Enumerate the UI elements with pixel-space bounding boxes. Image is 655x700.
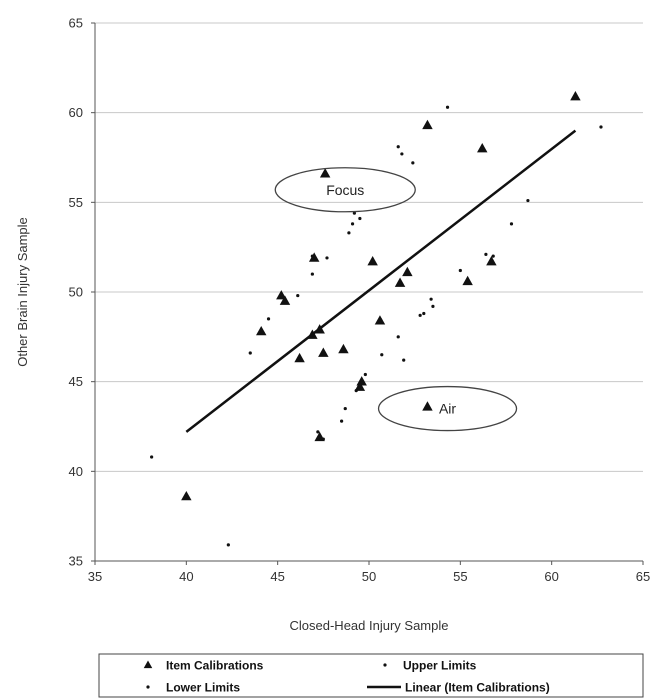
annotation-ellipse-air — [377, 385, 518, 432]
annotation-label-focus: Focus — [326, 182, 364, 198]
annotations-layer: Focus Air — [274, 167, 518, 432]
grid-layer — [95, 22, 643, 472]
points-layer — [150, 91, 603, 547]
item-calibrations-point-10 — [276, 290, 287, 300]
upper-limits-point-12 — [325, 256, 329, 260]
item-calibrations-point-8 — [394, 277, 406, 287]
upper-limits-point-14 — [491, 254, 495, 258]
item-calibrations-point-4 — [308, 252, 320, 262]
item-calibrations-point-6 — [402, 266, 413, 277]
x-tick-label-4: 55 — [453, 569, 467, 584]
item-calibrations-point-15 — [307, 329, 318, 339]
y-axis-title: Other Brain Injury Sample — [15, 217, 30, 367]
lower-limits-point-11 — [226, 543, 230, 547]
legend-label-lower-limits: Lower Limits — [166, 681, 240, 695]
x-tick-label-6: 65 — [636, 569, 650, 584]
annotation-label-air: Air — [439, 401, 456, 417]
item-calibrations-point-12 — [374, 315, 386, 325]
upper-limits-point-16 — [310, 272, 314, 276]
y-tick-label-6: 65 — [69, 16, 83, 31]
y-tick-label-3: 50 — [69, 285, 83, 300]
item-calibrations-point-19 — [356, 376, 367, 386]
item-calibrations-point-5 — [367, 256, 378, 266]
upper-limits-point-15 — [458, 268, 462, 273]
legend: Item Calibrations Upper Limits Lower Limit… — [98, 653, 644, 698]
legend-label-upper-limits: Upper Limits — [403, 659, 477, 673]
upper-limits-point-17 — [296, 293, 300, 298]
item-calibrations-point-23 — [181, 490, 192, 501]
upper-limits-point-13 — [484, 252, 488, 256]
x-tick-label-1: 40 — [179, 569, 193, 584]
x-tick-label-3: 50 — [362, 569, 376, 584]
x-tick-label-0: 35 — [88, 569, 102, 584]
item-calibrations-point-17 — [318, 347, 329, 357]
item-calibrations-point-13 — [256, 325, 267, 336]
upper-limits-point-2 — [396, 145, 400, 149]
legend-marker-lower-limits — [146, 685, 150, 689]
upper-limits-point-21 — [418, 313, 422, 317]
lower-limits-point-0 — [248, 351, 252, 355]
item-calibrations-point-14 — [314, 324, 325, 334]
upper-limits-point-6 — [352, 211, 356, 215]
lower-limits-point-7 — [340, 419, 344, 423]
upper-limits-point-9 — [347, 231, 351, 235]
item-calibrations-point-21 — [422, 401, 433, 411]
lower-limits-point-2 — [402, 358, 406, 362]
trendline — [185, 129, 577, 433]
y-tick-label-1: 40 — [69, 464, 83, 479]
y-tick-label-0: 35 — [69, 554, 83, 569]
legend-box — [98, 653, 644, 698]
upper-limits-point-11 — [310, 254, 314, 258]
lower-limits-point-5 — [354, 389, 358, 393]
item-calibrations-point-7 — [486, 256, 497, 266]
upper-limits-point-18 — [429, 297, 433, 301]
trendline-layer — [185, 129, 577, 433]
lower-limits-point-3 — [363, 372, 367, 377]
lower-limits-point-10 — [150, 455, 154, 459]
upper-limits-point-3 — [400, 152, 404, 156]
item-calibrations-point-9 — [462, 275, 473, 286]
upper-limits-point-19 — [431, 304, 435, 308]
item-calibrations-point-18 — [338, 343, 349, 354]
lower-limits-point-8 — [316, 430, 320, 434]
upper-limits-point-8 — [350, 222, 355, 226]
item-calibrations-point-16 — [294, 352, 305, 363]
x-tick-label-5: 60 — [544, 569, 558, 584]
lower-limits-point-1 — [380, 353, 384, 357]
x-axis-title: Closed-Head Injury Sample — [290, 618, 449, 633]
upper-limits-point-22 — [266, 317, 271, 321]
upper-limits-point-10 — [509, 222, 514, 226]
item-calibrations-point-1 — [422, 119, 433, 130]
legend-marker-upper-limits — [383, 663, 387, 667]
upper-limits-point-0 — [445, 105, 450, 109]
y-tick-label-2: 45 — [69, 374, 83, 389]
legend-label-linear-item-calibrations: Linear (Item Calibrations) — [405, 681, 550, 695]
x-tick-label-2: 45 — [270, 569, 284, 584]
upper-limits-point-7 — [358, 216, 362, 221]
lower-limits-point-4 — [358, 383, 362, 387]
item-calibrations-point-0 — [570, 91, 581, 101]
item-calibrations-point-11 — [279, 295, 291, 305]
lower-limits-point-9 — [321, 437, 325, 441]
upper-limits-point-20 — [422, 311, 426, 316]
tick-labels: 35 40 45 50 55 60 65 35 40 45 50 55 60 65 — [69, 16, 651, 585]
y-tick-label-4: 55 — [69, 195, 83, 210]
upper-limits-point-1 — [599, 125, 603, 129]
item-calibrations-point-2 — [477, 143, 488, 153]
y-tick-label-5: 60 — [69, 105, 83, 120]
lower-limits-point-6 — [343, 406, 347, 411]
upper-limits-point-23 — [396, 335, 400, 339]
legend-label-item-calibrations: Item Calibrations — [166, 659, 264, 673]
item-calibrations-point-3 — [319, 168, 331, 178]
upper-limits-point-4 — [411, 161, 415, 165]
legend-marker-item-calibrations — [143, 660, 153, 669]
annotation-ellipse-focus — [274, 167, 416, 213]
upper-limits-point-5 — [526, 198, 530, 203]
